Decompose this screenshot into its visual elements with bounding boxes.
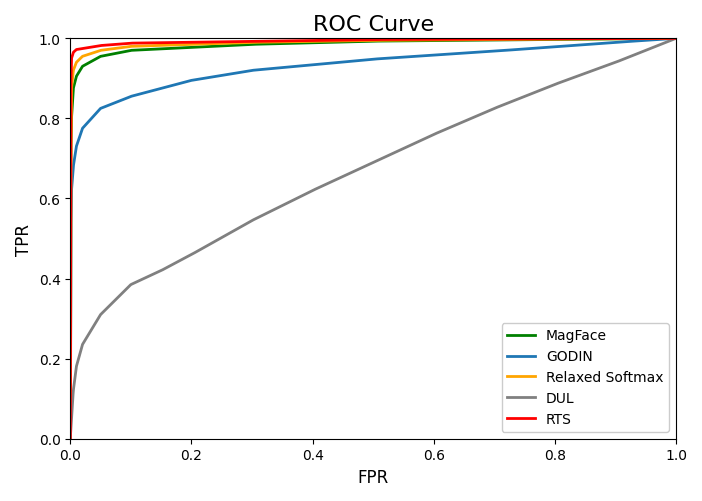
Line: GODIN: GODIN (70, 39, 676, 439)
MagFace (72, 74, 81, 80)
GODIN (66, 436, 74, 442)
MagFace (672, 36, 680, 42)
Line: Relaxed Softmax: Relaxed Softmax (70, 39, 676, 439)
RTS (121, 42, 130, 48)
Relaxed Softmax (87, 52, 95, 58)
GODIN (87, 117, 95, 123)
Relaxed Softmax (121, 45, 130, 51)
Line: RTS: RTS (70, 39, 676, 439)
DUL (87, 328, 95, 334)
GODIN (67, 204, 75, 210)
MagFace (87, 60, 95, 66)
RTS (67, 56, 76, 62)
GODIN (110, 101, 119, 107)
X-axis label: FPR: FPR (357, 468, 389, 486)
Title: ROC Curve: ROC Curve (312, 15, 434, 35)
Relaxed Softmax (672, 36, 680, 42)
RTS (72, 48, 81, 54)
RTS (66, 436, 74, 442)
Line: MagFace: MagFace (70, 39, 676, 439)
Relaxed Softmax (66, 436, 74, 442)
Relaxed Softmax (110, 47, 119, 53)
Y-axis label: TPR: TPR (15, 223, 33, 255)
Relaxed Softmax (72, 60, 81, 66)
MagFace (110, 52, 119, 58)
RTS (110, 43, 119, 49)
MagFace (67, 129, 75, 135)
DUL (672, 36, 680, 42)
RTS (67, 67, 75, 73)
Relaxed Softmax (67, 122, 75, 128)
DUL (67, 420, 75, 426)
DUL (67, 415, 76, 421)
MagFace (121, 49, 130, 55)
Line: DUL: DUL (70, 39, 676, 439)
RTS (87, 45, 95, 51)
Legend: MagFace, GODIN, Relaxed Softmax, DUL, RTS: MagFace, GODIN, Relaxed Softmax, DUL, RT… (501, 323, 669, 432)
GODIN (72, 143, 81, 149)
DUL (110, 299, 119, 305)
DUL (121, 287, 130, 293)
GODIN (121, 96, 130, 102)
DUL (66, 436, 74, 442)
GODIN (672, 36, 680, 42)
DUL (72, 362, 81, 368)
Relaxed Softmax (67, 86, 76, 92)
MagFace (66, 436, 74, 442)
RTS (672, 36, 680, 42)
MagFace (67, 115, 76, 121)
GODIN (67, 187, 76, 193)
